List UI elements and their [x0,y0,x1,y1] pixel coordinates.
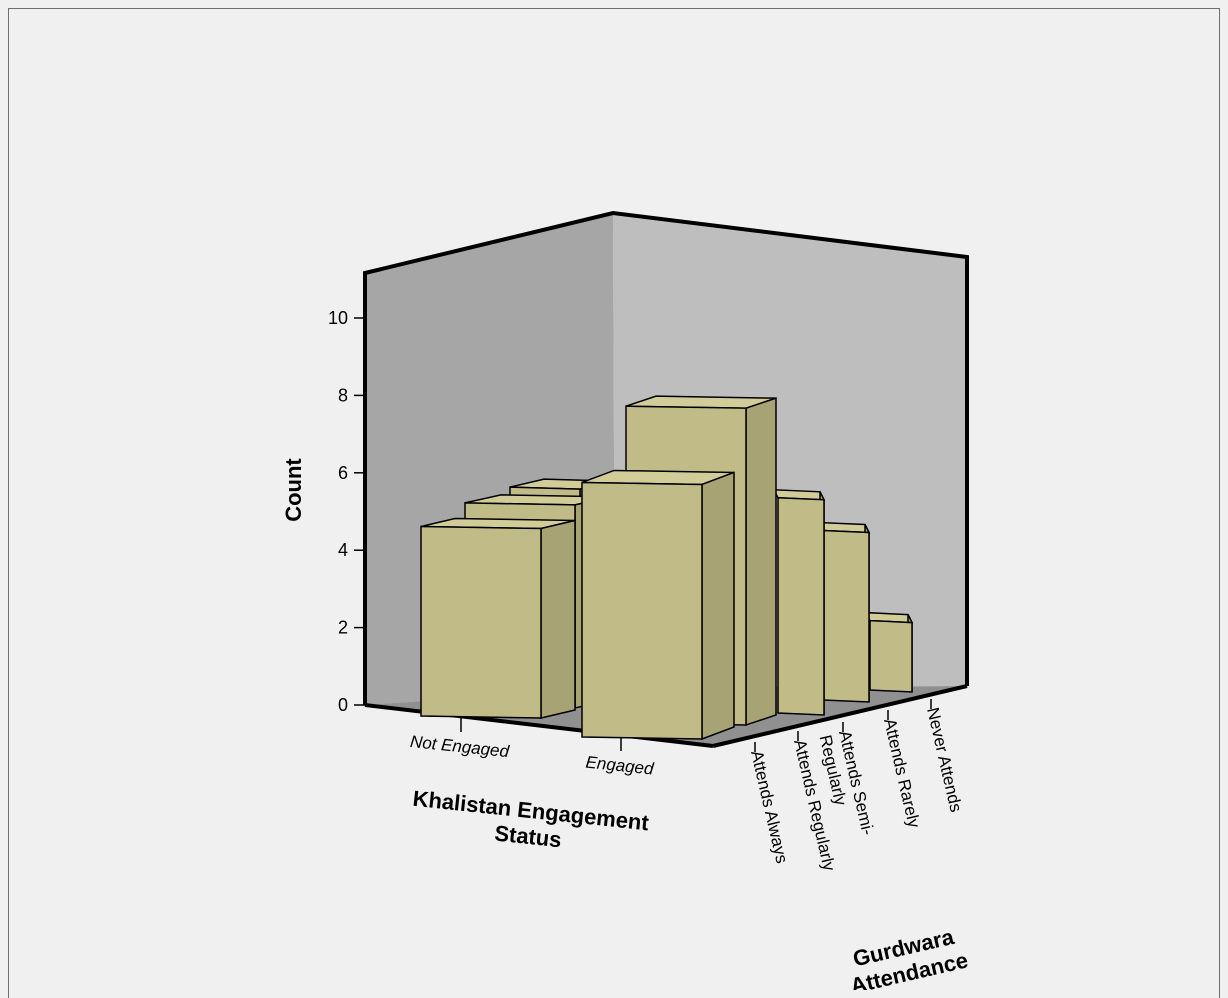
bar-side [540,519,576,719]
z-tick-label-line: Never Attends [923,706,966,814]
y-tick-label: 6 [338,463,348,483]
y-tick-label: 2 [338,618,348,638]
bar-side [745,397,777,727]
bar-engaged-attends-rarely [817,521,871,703]
bar-front [869,619,913,693]
x-axis-title: Khalistan Engagement Status [412,786,651,853]
y-tick-label: 10 [328,308,348,328]
y-axis-title: Count [281,458,306,522]
z-tick-label: Attends Always [747,749,791,866]
bar-front [777,497,825,716]
x-tick-label: Not Engaged [409,732,510,761]
bar-engaged-never-attends [864,611,914,693]
y-tick-label: 0 [338,695,348,715]
y-axis: 0 2 4 6 8 10 [328,308,365,715]
bar-not-engaged-attends-always [420,517,576,719]
z-tick-label: Never Attends [923,706,966,814]
bar-engaged-attends-semi-regularly [772,488,826,716]
y-tick-label: 4 [338,540,348,560]
z-tick-label-line: Attends Always [747,749,791,866]
z-tick-label: Attends Rarely [880,717,924,830]
bar-front [420,525,542,719]
bar-front [581,481,703,740]
z-tick-label-line: Attends Rarely [880,717,924,830]
x-tick-label: Engaged [585,753,655,779]
y-tick-label: 8 [338,385,348,405]
z-axis-title: Gurdwara Attendance [848,924,970,990]
bar-side [701,471,735,741]
bars [420,395,914,741]
bar-engaged-attends-always [581,469,735,741]
bar-front [822,529,870,703]
